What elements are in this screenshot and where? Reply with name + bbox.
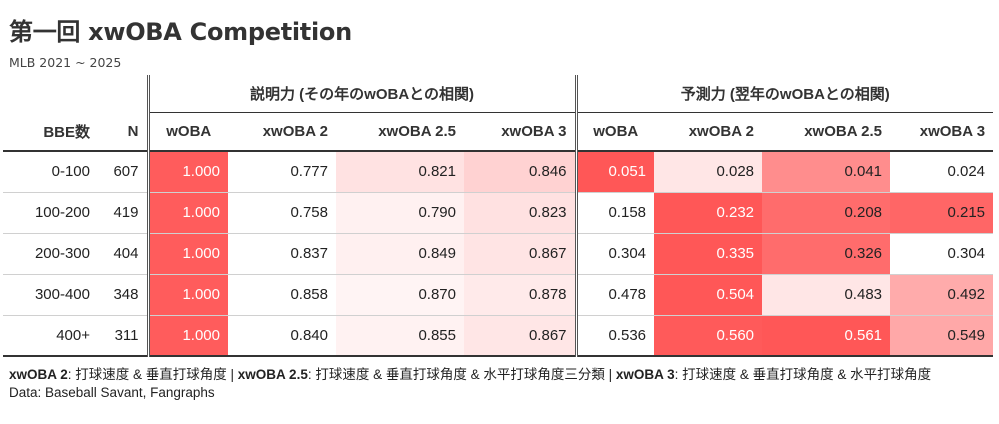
table-row: 200-300 404 1.000 0.837 0.849 0.867 0.304 0.335… xyxy=(3,233,994,275)
predict-cell: 0.158 xyxy=(576,192,655,234)
predict-cell: 0.504 xyxy=(654,274,763,316)
footnote-key-1: xwOBA 2 xyxy=(9,367,68,382)
explain-cell: 1.000 xyxy=(148,233,228,275)
bbe-cell: 100-200 xyxy=(3,192,98,234)
predict-cell: 0.028 xyxy=(654,151,763,193)
predict-cell: 0.326 xyxy=(762,233,891,275)
col-header-xwoba25-next: xwOBA 2.5 xyxy=(762,112,891,152)
predict-cell: 0.483 xyxy=(762,274,891,316)
explain-cell: 1.000 xyxy=(148,274,228,316)
explain-cell: 0.840 xyxy=(228,315,336,357)
bbe-cell: 400+ xyxy=(3,315,98,357)
explain-cell: 1.000 xyxy=(148,151,228,193)
footnote-desc-2: : 打球速度 & 垂直打球角度 & 水平打球角度三分類 | xyxy=(307,367,616,382)
predict-cell: 0.232 xyxy=(654,192,763,234)
explain-cell: 0.870 xyxy=(336,274,464,316)
page-subtitle: MLB 2021 ~ 2025 xyxy=(9,55,122,70)
explain-cell: 0.823 xyxy=(464,192,578,234)
explain-cell: 0.849 xyxy=(336,233,464,275)
predict-cell: 0.304 xyxy=(890,233,994,275)
n-cell: 404 xyxy=(98,233,150,275)
predict-cell: 0.536 xyxy=(576,315,655,357)
col-header-n: N xyxy=(98,112,150,152)
col-header-xwoba3: xwOBA 3 xyxy=(464,112,578,152)
correlation-table: 説明力 (その年のwOBAとの相関) 予測力 (翌年のwOBAとの相関) BBE… xyxy=(3,75,994,357)
explain-cell: 0.758 xyxy=(228,192,336,234)
footnote-desc-3: : 打球速度 & 垂直打球角度 & 水平打球角度 xyxy=(674,367,932,382)
table-row: 400+ 311 1.000 0.840 0.855 0.867 0.536 0.560 0.5… xyxy=(3,315,994,357)
predict-cell: 0.549 xyxy=(890,315,994,357)
explain-cell: 0.777 xyxy=(228,151,336,193)
col-header-xwoba2-next: xwOBA 2 xyxy=(654,112,763,152)
table-row: 100-200 419 1.000 0.758 0.790 0.823 0.158 0.232… xyxy=(3,192,994,234)
bbe-cell: 300-400 xyxy=(3,274,98,316)
table-body: 0-100 607 1.000 0.777 0.821 0.846 0.051 0.028 0.… xyxy=(3,151,994,357)
footnote-desc-1: : 打球速度 & 垂直打球角度 | xyxy=(67,367,238,382)
footnote-key-3: xwOBA 3 xyxy=(615,367,675,382)
explain-cell: 1.000 xyxy=(148,315,228,357)
predict-cell: 0.492 xyxy=(890,274,994,316)
footnote: xwOBA 2: 打球速度 & 垂直打球角度 | xwOBA 2.5: 打球速度… xyxy=(9,363,931,383)
data-source: Data: Baseball Savant, Fangraphs xyxy=(9,385,215,400)
explain-cell: 0.878 xyxy=(464,274,578,316)
col-header-woba-next: wOBA xyxy=(576,112,655,152)
col-header-xwoba25: xwOBA 2.5 xyxy=(336,112,464,152)
predict-cell: 0.024 xyxy=(890,151,994,193)
explain-cell: 0.790 xyxy=(336,192,464,234)
predict-cell: 0.208 xyxy=(762,192,891,234)
col-header-xwoba3-next: xwOBA 3 xyxy=(890,112,994,152)
predict-cell: 0.215 xyxy=(890,192,994,234)
col-header-woba: wOBA xyxy=(148,112,228,152)
predict-cell: 0.561 xyxy=(762,315,891,357)
explain-cell: 0.846 xyxy=(464,151,578,193)
explain-cell: 0.855 xyxy=(336,315,464,357)
table-row: 0-100 607 1.000 0.777 0.821 0.846 0.051 0.028 0.… xyxy=(3,151,994,193)
col-header-bbe: BBE数 xyxy=(3,112,98,152)
predict-cell: 0.560 xyxy=(654,315,763,357)
explain-cell: 0.858 xyxy=(228,274,336,316)
col-header-xwoba2: xwOBA 2 xyxy=(228,112,336,152)
n-cell: 607 xyxy=(98,151,150,193)
predict-cell: 0.051 xyxy=(576,151,655,193)
group-header-row: 説明力 (その年のwOBAとの相関) 予測力 (翌年のwOBAとの相関) xyxy=(3,75,994,113)
n-cell: 348 xyxy=(98,274,150,316)
n-cell: 419 xyxy=(98,192,150,234)
explain-cell: 0.821 xyxy=(336,151,464,193)
bbe-cell: 200-300 xyxy=(3,233,98,275)
predict-cell: 0.304 xyxy=(576,233,655,275)
table-row: 300-400 348 1.000 0.858 0.870 0.878 0.478 0.504… xyxy=(3,274,994,316)
explain-cell: 0.837 xyxy=(228,233,336,275)
explain-cell: 0.867 xyxy=(464,315,578,357)
explain-cell: 1.000 xyxy=(148,192,228,234)
group-header-explain: 説明力 (その年のwOBAとの相関) xyxy=(146,75,577,113)
page-title: 第一回 xwOBA Competition xyxy=(9,18,352,46)
bbe-cell: 0-100 xyxy=(3,151,98,193)
predict-cell: 0.041 xyxy=(762,151,891,193)
group-header-predict: 予測力 (翌年のwOBAとの相関) xyxy=(574,75,994,113)
predict-cell: 0.478 xyxy=(576,274,655,316)
column-header-row: BBE数 N wOBA xwOBA 2 xwOBA 2.5 xwOBA 3 wO… xyxy=(3,112,994,152)
n-cell: 311 xyxy=(98,315,150,357)
explain-cell: 0.867 xyxy=(464,233,578,275)
predict-cell: 0.335 xyxy=(654,233,763,275)
footnote-key-2: xwOBA 2.5 xyxy=(237,367,308,382)
